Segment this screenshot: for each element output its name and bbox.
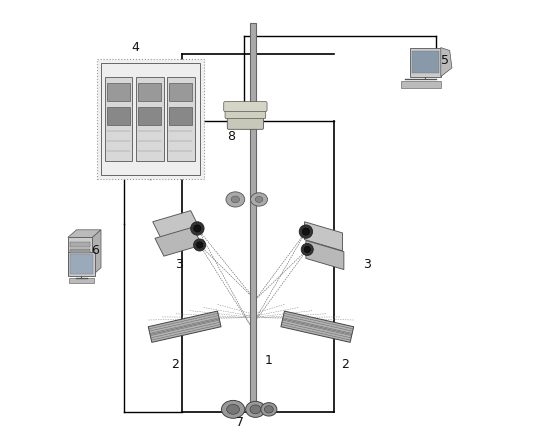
Ellipse shape [194, 225, 201, 232]
Ellipse shape [246, 401, 265, 418]
Bar [136, 77, 164, 161]
Ellipse shape [261, 403, 277, 416]
Polygon shape [68, 230, 101, 237]
Bar [69, 254, 93, 275]
Bar [167, 77, 195, 161]
Ellipse shape [194, 239, 206, 251]
Bar [400, 81, 441, 88]
Text: 7: 7 [236, 416, 244, 429]
Polygon shape [306, 241, 344, 270]
Bar [107, 107, 130, 125]
Polygon shape [441, 47, 452, 77]
Polygon shape [305, 222, 343, 251]
Ellipse shape [222, 401, 245, 418]
Ellipse shape [299, 225, 312, 238]
Text: 2: 2 [171, 358, 179, 371]
Text: 5: 5 [441, 55, 449, 68]
Bar [107, 83, 130, 101]
Bar [412, 51, 438, 73]
Bar [138, 107, 161, 125]
Polygon shape [148, 311, 221, 342]
Ellipse shape [304, 246, 310, 253]
Polygon shape [281, 311, 354, 342]
Ellipse shape [255, 196, 263, 202]
Polygon shape [153, 211, 199, 240]
Text: 1: 1 [265, 354, 273, 367]
Bar [105, 77, 133, 161]
Bar [169, 107, 193, 125]
Ellipse shape [302, 228, 310, 235]
Bar [68, 237, 92, 276]
Bar [101, 63, 199, 175]
Bar [138, 83, 161, 101]
Bar [68, 252, 95, 276]
Bar [71, 249, 90, 253]
Polygon shape [92, 230, 101, 276]
Ellipse shape [264, 405, 273, 413]
Bar [250, 23, 256, 412]
Bar [71, 242, 90, 247]
Text: 6: 6 [91, 244, 99, 257]
Ellipse shape [231, 196, 240, 203]
Bar [69, 279, 94, 284]
Text: 4: 4 [131, 41, 139, 54]
FancyBboxPatch shape [224, 102, 267, 112]
Polygon shape [155, 227, 202, 256]
Bar [169, 83, 193, 101]
Text: 3: 3 [176, 258, 184, 271]
FancyBboxPatch shape [227, 109, 263, 129]
Ellipse shape [197, 242, 203, 248]
Ellipse shape [227, 405, 240, 414]
Ellipse shape [250, 405, 261, 414]
Ellipse shape [301, 243, 313, 255]
Bar [409, 47, 441, 77]
Text: 8: 8 [227, 130, 235, 143]
FancyBboxPatch shape [225, 107, 265, 119]
Bar [97, 59, 204, 179]
Ellipse shape [226, 192, 245, 207]
Text: 3: 3 [363, 258, 371, 271]
Ellipse shape [250, 193, 268, 206]
Ellipse shape [190, 222, 204, 235]
Text: 2: 2 [341, 358, 349, 371]
